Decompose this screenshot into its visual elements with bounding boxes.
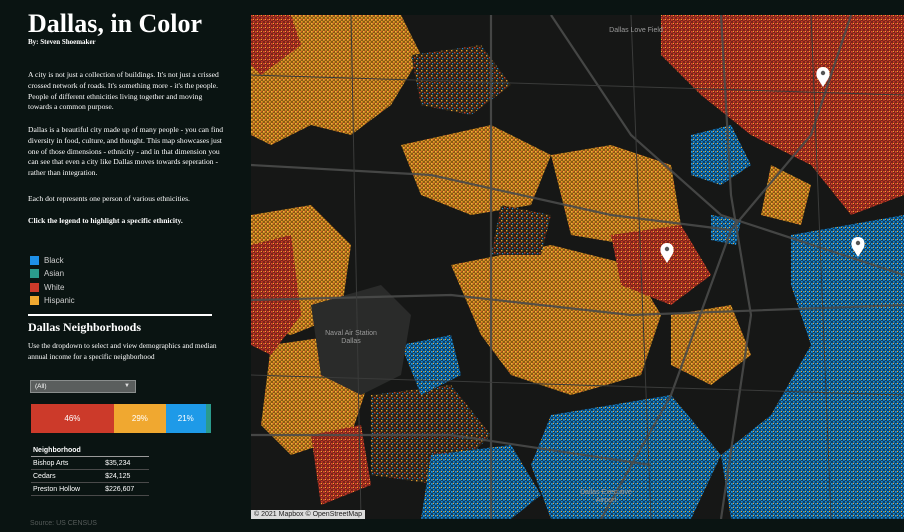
legend-label: Asian — [44, 269, 65, 279]
legend-item-black[interactable]: Black — [30, 254, 75, 267]
legend-item-asian[interactable]: Asian — [30, 267, 75, 280]
legend-item-hispanic[interactable]: Hispanic — [30, 294, 75, 307]
median-income: $226,607 — [103, 482, 149, 496]
neighborhood-name: Cedars — [31, 469, 104, 483]
dot-density-map[interactable]: Dallas Love Field Naval Air Station Dall… — [251, 15, 904, 519]
neighborhood-income-table: Neighborhood Bishop Arts $35,234 Cedars … — [31, 446, 149, 496]
map-pin-icon[interactable] — [816, 67, 830, 87]
bar-segment-hispanic[interactable]: 29% — [113, 404, 166, 433]
table-row[interactable]: Cedars $24,125 — [31, 469, 149, 483]
road-network — [251, 15, 904, 519]
map-canvas[interactable] — [251, 15, 904, 519]
legend-swatch-black — [30, 256, 39, 266]
neighborhood-dropdown[interactable]: (All) ▼ — [30, 380, 136, 393]
sidebar: Dallas, in Color By: Steven Shoemaker A … — [0, 0, 240, 532]
intro-paragraph-2: Dallas is a beautiful city made up of ma… — [28, 125, 224, 178]
table-header-neighborhood: Neighborhood — [31, 446, 149, 457]
legend-swatch-hispanic — [30, 296, 39, 306]
legend-item-white[interactable]: White — [30, 281, 75, 294]
page-title: Dallas, in Color — [28, 9, 203, 38]
map-attribution[interactable]: © 2021 Mapbox © OpenStreetMap — [251, 510, 365, 519]
neighborhood-name: Bishop Arts — [31, 456, 104, 470]
chevron-down-icon: ▼ — [124, 383, 130, 389]
dropdown-value: (All) — [35, 383, 47, 390]
section-divider — [28, 314, 212, 316]
source-note: Source: US CENSUS — [30, 520, 97, 527]
map-pin-icon[interactable] — [660, 243, 674, 263]
map-pin-icon[interactable] — [851, 237, 865, 257]
legend-label: White — [44, 282, 65, 292]
black-dot-regions — [401, 125, 904, 519]
legend-instruction: Click the legend to highlight a specific… — [28, 216, 183, 225]
bar-segment-black[interactable]: 21% — [165, 404, 206, 433]
map-label-naval-air-station: Naval Air Station Dallas — [325, 330, 377, 345]
ethnicity-share-bar: 46% 29% 21% — [31, 404, 211, 433]
median-income: $35,234 — [103, 456, 149, 470]
map-label-executive-airport: Dallas Executive Airport — [580, 489, 632, 504]
legend-label: Black — [44, 256, 64, 266]
legend-swatch-asian — [30, 269, 39, 279]
minor-roads — [251, 15, 904, 519]
table-row[interactable]: Preston Hollow $226,607 — [31, 482, 149, 496]
neighborhoods-description: Use the dropdown to select and view demo… — [28, 341, 217, 362]
table-row[interactable]: Bishop Arts $35,234 — [31, 456, 149, 470]
bar-segment-white[interactable]: 46% — [31, 404, 114, 433]
lake-area — [311, 285, 411, 395]
neighborhoods-title: Dallas Neighborhoods — [28, 320, 142, 334]
byline: By: Steven Shoemaker — [28, 38, 96, 46]
intro-paragraph-3: Each dot represents one person of variou… — [28, 194, 190, 203]
legend-swatch-white — [30, 282, 39, 292]
ethnicity-legend: Black Asian White Hispanic — [30, 254, 75, 307]
white-dot-regions — [251, 15, 904, 505]
median-income: $24,125 — [103, 469, 149, 483]
intro-paragraph-1: A city is not just a collection of build… — [28, 70, 219, 112]
legend-label: Hispanic — [44, 296, 75, 306]
map-label-love-field: Dallas Love Field — [609, 27, 663, 34]
neighborhood-name: Preston Hollow — [31, 482, 104, 496]
bar-segment-asian[interactable] — [205, 404, 211, 433]
